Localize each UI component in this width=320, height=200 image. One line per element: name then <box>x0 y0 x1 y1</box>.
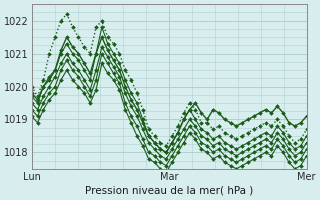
X-axis label: Pression niveau de la mer( hPa ): Pression niveau de la mer( hPa ) <box>85 186 253 196</box>
